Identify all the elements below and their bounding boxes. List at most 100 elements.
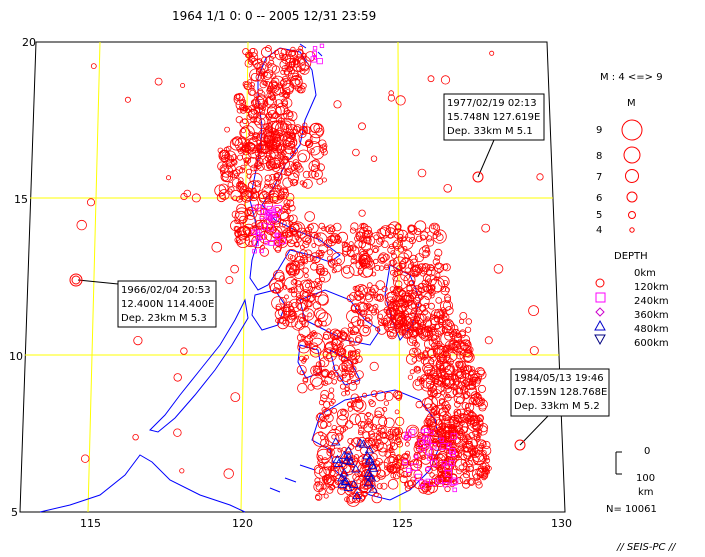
- earthquake-marker: [459, 342, 469, 351]
- earthquake-marker: [393, 229, 399, 235]
- earthquake-marker: [296, 333, 305, 342]
- earthquake-marker: [336, 348, 347, 358]
- earthquake-marker: [237, 182, 243, 188]
- earthquake-marker: [347, 401, 354, 408]
- earthquake-marker: [243, 190, 253, 199]
- deep-earthquake-marker: [450, 433, 458, 440]
- earthquake-marker: [133, 335, 143, 346]
- deep-earthquake-marker: [427, 455, 433, 461]
- lon-label-115: 115: [80, 517, 101, 530]
- earthquake-marker: [468, 380, 474, 386]
- deep-earthquake-marker: [266, 224, 274, 232]
- earthquake-marker: [298, 355, 305, 362]
- earthquake-marker: [405, 232, 415, 243]
- earthquake-marker: [429, 313, 436, 320]
- earthquake-marker: [308, 122, 325, 139]
- grid-lon-115: [87, 41, 101, 513]
- earthquake-marker: [481, 465, 488, 473]
- earthquake-marker: [251, 235, 265, 249]
- magnitude-5-label: 5: [596, 210, 602, 221]
- earthquake-marker: [452, 420, 464, 432]
- earthquake-marker: [407, 224, 418, 235]
- earthquake-marker: [299, 254, 309, 264]
- earthquake-marker: [416, 435, 431, 449]
- earthquake-marker: [278, 219, 287, 228]
- magnitude-7-symbol: [625, 169, 639, 183]
- earthquake-marker: [311, 286, 323, 298]
- earthquake-marker: [354, 294, 362, 302]
- earthquake-marker: [336, 374, 344, 382]
- magnitude-9-label: 9: [596, 125, 602, 136]
- earthquake-marker: [413, 365, 420, 372]
- earthquake-marker: [349, 227, 357, 234]
- lat-label-15: 15: [14, 193, 28, 206]
- earthquake-marker: [236, 234, 247, 245]
- deep-earthquake-marker: [268, 239, 275, 246]
- very-deep-earthquake-marker: [351, 464, 361, 473]
- earthquake-marker: [275, 305, 281, 311]
- earthquake-marker: [427, 75, 435, 83]
- earthquake-marker: [475, 467, 484, 477]
- earthquake-marker: [354, 370, 364, 380]
- earthquake-marker: [299, 370, 305, 376]
- earthquake-marker: [406, 328, 418, 340]
- earthquake-marker: [423, 484, 430, 491]
- earthquake-marker: [410, 258, 419, 267]
- earthquake-marker: [445, 352, 451, 358]
- earthquake-marker: [463, 409, 476, 423]
- earthquake-marker: [320, 435, 326, 441]
- earthquake-marker: [387, 319, 402, 334]
- earthquake-marker: [361, 453, 375, 468]
- earthquake-marker: [398, 289, 407, 298]
- earthquake-marker: [328, 400, 334, 406]
- deep-earthquake-marker: [258, 233, 265, 240]
- earthquake-marker: [288, 49, 296, 58]
- deep-earthquake-marker: [437, 478, 443, 484]
- earthquake-marker: [277, 317, 289, 330]
- earthquake-marker: [255, 156, 261, 162]
- earthquake-marker: [327, 392, 335, 400]
- earthquake-marker: [305, 141, 311, 147]
- earthquake-marker: [378, 417, 388, 427]
- depth-scale: 0 100 km: [615, 446, 655, 498]
- earthquake-marker: [278, 191, 286, 199]
- earthquake-marker: [325, 235, 337, 247]
- deep-earthquake-marker: [445, 469, 452, 477]
- deep-earthquake-marker: [414, 454, 419, 459]
- earthquake-marker: [262, 148, 269, 155]
- earthquake-marker: [235, 116, 243, 124]
- earthquake-marker: [80, 454, 90, 463]
- earthquake-marker: [362, 392, 368, 398]
- earthquake-marker: [327, 238, 334, 244]
- deep-earthquake-marker: [252, 204, 259, 211]
- earthquake-marker: [261, 185, 275, 199]
- earthquake-marker: [271, 296, 285, 310]
- earthquake-marker: [285, 50, 292, 57]
- earthquake-marker: [359, 324, 371, 337]
- earthquake-marker: [283, 108, 290, 115]
- earthquake-marker: [261, 106, 267, 111]
- earthquake-marker: [230, 392, 241, 403]
- earthquake-marker: [323, 461, 333, 471]
- earthquake-marker: [279, 60, 289, 70]
- depth-240-label: 240km: [634, 296, 669, 307]
- earthquake-marker: [408, 279, 415, 287]
- earthquake-marker: [401, 299, 417, 316]
- earthquake-marker: [362, 326, 369, 334]
- earthquake-marker: [410, 310, 417, 317]
- earthquake-marker: [462, 436, 469, 443]
- earthquake-marker: [392, 464, 401, 473]
- earthquake-marker: [180, 192, 188, 201]
- earthquake-marker: [435, 233, 444, 242]
- earthquake-marker: [250, 164, 258, 172]
- earthquake-marker: [318, 399, 325, 406]
- earthquake-marker: [348, 373, 354, 379]
- earthquake-marker: [420, 454, 426, 460]
- deep-earthquake-marker: [269, 215, 277, 223]
- earthquake-marker: [380, 482, 388, 490]
- earthquake-marker: [311, 168, 323, 180]
- earthquake-marker: [309, 123, 320, 134]
- earthquake-marker: [451, 340, 467, 356]
- very-deep-earthquake-marker: [332, 454, 343, 464]
- earthquake-marker: [310, 164, 319, 173]
